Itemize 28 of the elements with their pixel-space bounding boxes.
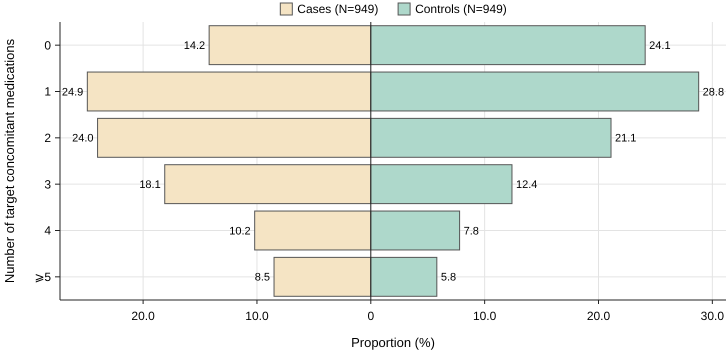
data-label: 14.2 bbox=[184, 40, 206, 52]
y-tick-label: 3 bbox=[44, 177, 52, 192]
data-label: 10.2 bbox=[229, 225, 251, 238]
x-tick-label: 10.0 bbox=[472, 309, 497, 323]
x-axis-title: Proportion (%) bbox=[351, 335, 435, 350]
data-label: 28.8 bbox=[702, 86, 724, 98]
data-label: 5.8 bbox=[440, 272, 456, 284]
legend-label: Controls (N=949) bbox=[415, 2, 507, 16]
y-tick-label: 0 bbox=[44, 38, 52, 52]
legend-label: Cases (N=949) bbox=[297, 2, 378, 16]
x-tick-label: 30.0 bbox=[700, 309, 724, 323]
data-label: 8.5 bbox=[254, 272, 270, 284]
x-tick-label: 10.0 bbox=[245, 309, 269, 323]
data-label: 24.1 bbox=[649, 40, 671, 52]
y-tick-label: 2 bbox=[44, 131, 52, 146]
x-tick-label: 0 bbox=[367, 309, 374, 323]
x-tick-label: 20.0 bbox=[131, 309, 156, 323]
data-label: 18.1 bbox=[139, 179, 161, 192]
data-label: 21.1 bbox=[615, 132, 636, 145]
y-tick-label: ⩾5 bbox=[34, 270, 52, 284]
data-label: 24.0 bbox=[72, 132, 94, 145]
y-tick-label: 4 bbox=[44, 224, 52, 238]
data-label: 24.9 bbox=[62, 86, 84, 98]
y-tick-label: 1 bbox=[44, 84, 52, 99]
data-label: 7.8 bbox=[464, 225, 479, 238]
x-tick-label: 20.0 bbox=[586, 309, 610, 323]
data-label: 12.4 bbox=[516, 179, 538, 192]
y-axis-title: Number of target concomitant medications bbox=[2, 38, 17, 284]
